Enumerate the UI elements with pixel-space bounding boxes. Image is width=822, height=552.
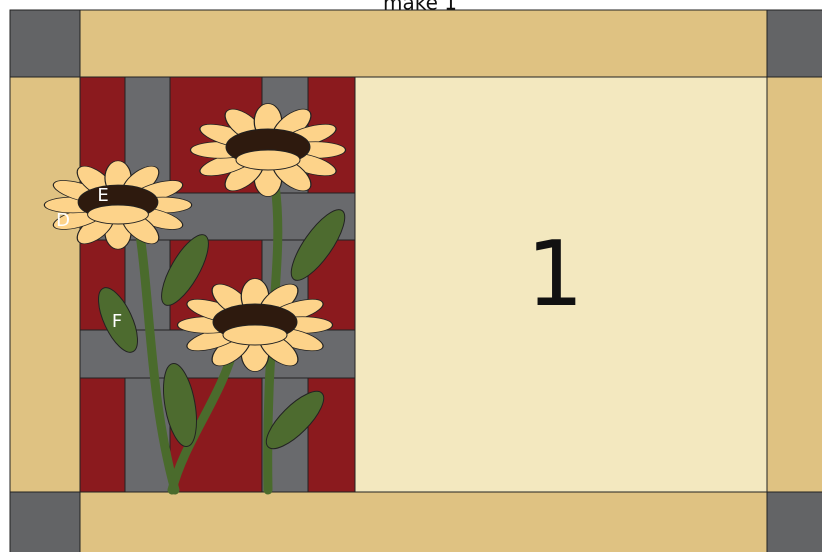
flower-center-light bbox=[88, 205, 149, 224]
corner bbox=[10, 492, 80, 552]
piece-label: D bbox=[56, 210, 70, 231]
quilt-diagram: make 1 D E F 1 bbox=[0, 0, 822, 552]
corner bbox=[767, 10, 822, 77]
border-strip bbox=[80, 492, 767, 552]
flower-center-light bbox=[236, 150, 300, 170]
block-number: 1 bbox=[526, 222, 583, 327]
border-strip bbox=[767, 77, 822, 492]
border-strip bbox=[80, 10, 767, 77]
piece-label: E bbox=[97, 185, 108, 206]
corner bbox=[767, 492, 822, 552]
piece-label: F bbox=[112, 311, 122, 332]
border-strip bbox=[10, 77, 80, 492]
flower-center-light bbox=[223, 325, 287, 345]
corner bbox=[10, 10, 80, 77]
